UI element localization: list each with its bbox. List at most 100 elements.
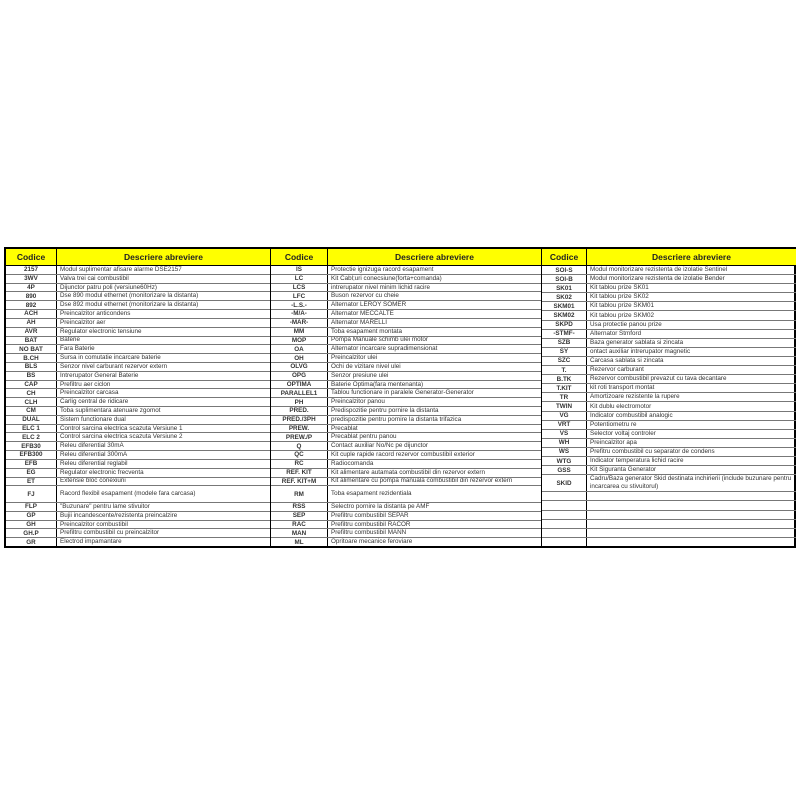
code-cell xyxy=(542,492,587,501)
code-cell: MOP xyxy=(271,336,328,345)
code-cell: SOI-S xyxy=(542,266,587,275)
table-row: TR Amortizoare rezistente la rupere xyxy=(542,393,796,403)
description-cell: Indicator temperatura lichid racire xyxy=(590,457,684,465)
code-cell: 4P xyxy=(6,283,57,292)
description-cell: Carlig central de ridicare xyxy=(60,398,129,406)
table-row: B.CH Sursa in comutatie incarcare baterie xyxy=(6,354,270,363)
code-cell: EFB30 xyxy=(6,442,57,451)
table-row: RAC Prefiltru combustibil RACOR xyxy=(271,520,541,530)
description-cell: Cadru/Baza generator Skid destinata inch… xyxy=(590,475,792,491)
description-cell: Kit tablou prize SKM02 xyxy=(590,311,655,319)
code-cell: PH xyxy=(271,398,328,406)
code-cell: OPG xyxy=(271,371,328,380)
table-row: DUAL Sistem functionare dual xyxy=(6,415,270,425)
table-row: LCS intrerupator nivel minim lichid racir… xyxy=(271,283,541,293)
description-cell: Rezervor combustibil prevazut cu tava de… xyxy=(590,375,727,383)
code-cell: CLH xyxy=(6,398,57,406)
description-cell: Kit tablou prize SKM01 xyxy=(590,302,655,310)
code-cell: RAC xyxy=(271,520,328,529)
code-cell: BS xyxy=(6,371,57,380)
code-cell: PRED. xyxy=(271,407,328,415)
code-cell: EFB300 xyxy=(6,451,57,459)
abbreviation-table: Codice Descriere abreviere 2157 Modul supli… xyxy=(4,247,796,548)
code-cell: GR xyxy=(6,538,57,546)
description-cell: Sursa in comutatie incarcare baterie xyxy=(60,354,161,362)
description-cell: "Buzunare" pentru lame stivuitor xyxy=(60,502,150,510)
table-row: VG Indicator combustibil analogic xyxy=(542,411,796,421)
description-cell: Sistem functionare dual xyxy=(60,415,126,423)
description-cell: Kit Cabl;uri conecsiune(forta+comanda) xyxy=(331,274,442,282)
table-row: BLS Senzor nivel carburant rezervor exter… xyxy=(6,362,270,372)
description-cell: Alternator MECCALTE xyxy=(331,310,394,318)
description-cell: predispozitie pentru pornire la distanta… xyxy=(331,415,462,423)
code-cell: PRED./3PH xyxy=(271,415,328,424)
description-cell: Prefiltru aer ciclon xyxy=(60,380,111,388)
header-code: Codice xyxy=(6,249,57,265)
header-code: Codice xyxy=(542,249,587,265)
code-cell: FLP xyxy=(6,502,57,511)
code-cell: WH xyxy=(542,438,587,447)
code-cell: NO BAT xyxy=(6,345,57,354)
description-cell: Modul monitorizare rezistenta de izolati… xyxy=(590,266,728,274)
code-cell: SK01 xyxy=(542,284,587,293)
table-row: REF. KIT Kit alimentare autamata combusti… xyxy=(271,468,541,478)
code-cell: REF. KIT xyxy=(271,468,328,477)
code-cell: WTG xyxy=(542,456,587,466)
description-cell: Control sarcina electrica scazuta Versiu… xyxy=(60,424,183,432)
table-row: -STMF- Alternator Stmford xyxy=(542,329,796,339)
table-row: SOI-B Modul monitorizare rezistenta de iz… xyxy=(542,275,796,285)
code-cell: PREW./P xyxy=(271,433,328,442)
table-section: Codice Descriere abreviere SOI-S Modul moni… xyxy=(542,249,796,546)
code-cell: 892 xyxy=(6,301,57,310)
description-cell: Opritoare mecanice feroviare xyxy=(331,538,413,546)
table-row: RC Radiocomanda xyxy=(271,459,541,469)
table-row: 892 Dse 892 modul ethernet (monitorizare … xyxy=(6,301,270,311)
code-cell: OA xyxy=(271,345,328,354)
table-row: MAN Prefiltru combustibil MANN xyxy=(271,529,541,539)
code-cell: OH xyxy=(271,354,328,362)
code-cell: ML xyxy=(271,538,328,546)
table-row: MOP Pompa Manuale schimb ulei motor xyxy=(271,336,541,346)
code-cell: SOI-B xyxy=(542,275,587,284)
table-row: ELC 2 Control sarcina electrica scazuta V… xyxy=(6,433,270,443)
code-cell: LCS xyxy=(271,283,328,292)
description-cell xyxy=(587,538,796,546)
table-row: VRT Potentiometru re xyxy=(542,420,796,430)
code-cell xyxy=(542,537,587,546)
table-row: EFB Releu diferential reglabil xyxy=(6,459,270,469)
description-cell: Ochi de vizitare nivel ulei xyxy=(331,362,401,370)
description-cell: Prefiltru combustibil cu preincalzitor xyxy=(60,529,160,537)
table-row: FJ Racord flexibil esapament (modele fara… xyxy=(6,486,270,503)
description-cell: ontact auxiliar intrerupator magnetic xyxy=(590,347,691,355)
code-cell: SK02 xyxy=(542,293,587,302)
code-cell: CH xyxy=(6,389,57,398)
table-row: Q Contact auxiliar No/Nc pe dijunctor xyxy=(271,442,541,452)
table-row: GH.P Prefiltru combustibil cu preincalzit… xyxy=(6,529,270,539)
table-row: GSS Kit Siguranta Generator xyxy=(542,466,796,476)
table-section: Codice Descriere abreviere IS Protectie ign… xyxy=(271,249,542,546)
code-cell: RSS xyxy=(271,502,328,511)
table-row: WTG Indicator temperatura lichid racire xyxy=(542,456,796,467)
header-description: Descriere abreviere xyxy=(652,252,731,262)
description-cell: Intrerupator General Baterie xyxy=(60,371,139,379)
code-cell: AVR xyxy=(6,327,57,336)
table-row: SEP Prefiltru combustibil SEPAR xyxy=(271,511,541,521)
description-cell: Dse 890 modul ethernet (monitorizare la … xyxy=(60,292,199,300)
table-row: OPTIMA Baterie Optima(fara mentenanta) xyxy=(271,380,541,390)
description-cell: Modul monitorizare rezistenta de izolati… xyxy=(590,275,725,283)
description-cell: Indicator combustibil analogic xyxy=(590,411,673,419)
description-cell: Kit tablou prize SK01 xyxy=(590,284,649,292)
table-row: SKM01 Kit tablou prize SKM01 xyxy=(542,302,796,312)
description-cell: Alternator Stmford xyxy=(590,329,642,337)
table-row: -L.S.- Alternator LEROY SOMER xyxy=(271,301,541,311)
code-cell xyxy=(542,528,587,537)
code-cell: VS xyxy=(542,429,587,438)
table-row xyxy=(542,501,796,511)
header-description: Descriere abreviere xyxy=(395,252,474,262)
description-cell: Preincalzitor ulei xyxy=(331,354,378,362)
code-cell: ELC 1 xyxy=(6,424,57,433)
header-code: Codice xyxy=(271,249,328,265)
header-row: Codice Descriere abreviere xyxy=(6,249,270,266)
code-cell: SZB xyxy=(542,338,587,347)
table-row: RM Toba esapament rezidentiala xyxy=(271,486,541,503)
